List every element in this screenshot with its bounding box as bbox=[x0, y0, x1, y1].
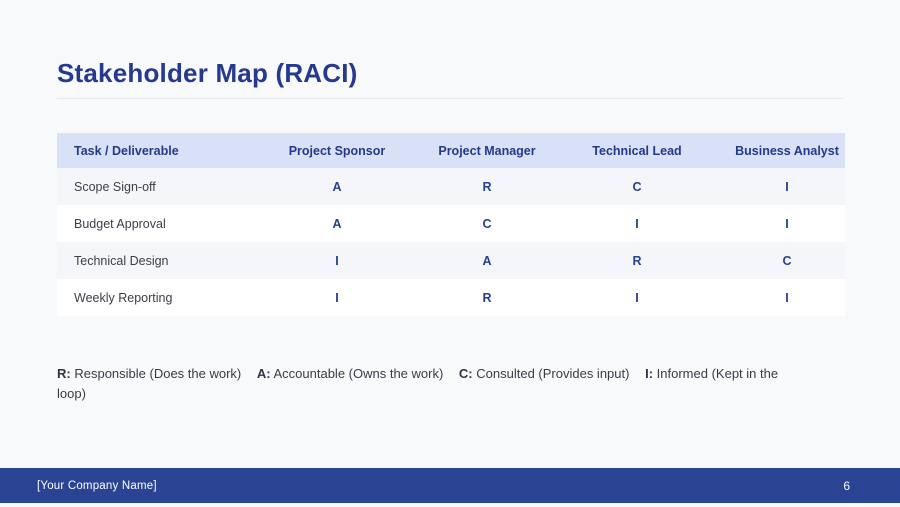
raci-cell: R bbox=[482, 179, 492, 194]
legend-key: C: bbox=[458, 366, 473, 381]
page-title: Stakeholder Map (RACI) bbox=[57, 58, 358, 88]
legend-label: Informed (Kept in the loop) bbox=[57, 366, 779, 401]
raci-cell: I bbox=[335, 290, 339, 305]
table-row: Budget Approval A C I I bbox=[57, 205, 845, 242]
raci-cell: I bbox=[785, 216, 789, 231]
raci-cell: I bbox=[785, 179, 789, 194]
title-divider bbox=[57, 98, 843, 99]
column-header-business-analyst: Business Analyst bbox=[735, 143, 839, 158]
raci-cell: C bbox=[482, 216, 492, 231]
column-header-project-manager: Project Manager bbox=[438, 143, 536, 158]
legend-item: R: Responsible (Does the work) bbox=[57, 366, 241, 381]
legend-item: I: Informed (Kept in the loop) bbox=[57, 366, 778, 401]
task-name: Weekly Reporting bbox=[74, 290, 173, 305]
task-name: Technical Design bbox=[74, 253, 169, 268]
table-header-row: Task / Deliverable Project Sponsor Proje… bbox=[57, 133, 845, 168]
legend-label: Consulted (Provides input) bbox=[476, 366, 630, 381]
column-header-technical-lead: Technical Lead bbox=[592, 143, 682, 158]
raci-cell: I bbox=[635, 216, 639, 231]
footer-bar: [Your Company Name] 6 bbox=[0, 468, 900, 503]
legend-label: Accountable (Owns the work) bbox=[273, 366, 444, 381]
table-row: Weekly Reporting I R I I bbox=[57, 279, 845, 316]
raci-table-container: Task / Deliverable Project Sponsor Proje… bbox=[57, 133, 845, 316]
raci-cell: R bbox=[632, 253, 642, 268]
column-header-task: Task / Deliverable bbox=[74, 143, 179, 158]
column-header-project-sponsor: Project Sponsor bbox=[288, 143, 386, 158]
legend-key: I: bbox=[645, 366, 654, 381]
raci-legend: R: Responsible (Does the work) A: Accoun… bbox=[57, 364, 813, 403]
task-name: Budget Approval bbox=[74, 216, 166, 231]
raci-cell: C bbox=[632, 179, 642, 194]
page-number: 6 bbox=[843, 478, 850, 493]
raci-cell: A bbox=[482, 253, 492, 268]
table-row: Technical Design I A R C bbox=[57, 242, 845, 279]
table-row: Scope Sign-off A R C I bbox=[57, 168, 845, 205]
legend-item: A: Accountable (Owns the work) bbox=[257, 366, 443, 381]
footer-company-name: [Your Company Name] bbox=[37, 479, 157, 492]
raci-cell: C bbox=[782, 253, 792, 268]
legend-key: A: bbox=[256, 366, 271, 381]
raci-table: Task / Deliverable Project Sponsor Proje… bbox=[57, 133, 845, 316]
legend-item: C: Consulted (Provides input) bbox=[459, 366, 630, 381]
legend-label: Responsible (Does the work) bbox=[74, 366, 242, 381]
raci-cell: A bbox=[332, 179, 342, 194]
raci-cell: I bbox=[335, 253, 339, 268]
raci-cell: A bbox=[332, 216, 342, 231]
task-name: Scope Sign-off bbox=[74, 179, 156, 194]
legend-key: R: bbox=[57, 366, 71, 381]
raci-cell: I bbox=[785, 290, 789, 305]
raci-cell: R bbox=[482, 290, 492, 305]
raci-cell: I bbox=[635, 290, 639, 305]
